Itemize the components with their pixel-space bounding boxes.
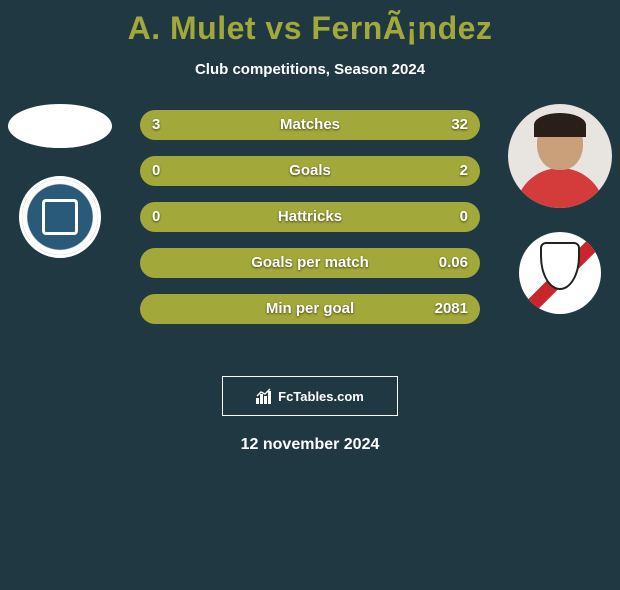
stat-right-value: 2081	[435, 294, 468, 324]
stat-row: 0 Goals 2	[140, 156, 480, 186]
left-club-badge	[19, 176, 101, 258]
stat-label: Goals per match	[140, 248, 480, 278]
stat-row: 3 Matches 32	[140, 110, 480, 140]
stat-label: Hattricks	[140, 202, 480, 232]
watermark: FcTables.com	[222, 376, 398, 416]
stat-right-value: 2	[460, 156, 468, 186]
page-title: A. Mulet vs FernÃ¡ndez	[0, 10, 620, 47]
right-player-avatar	[508, 104, 612, 208]
stat-bars: 3 Matches 32 0 Goals 2 0 Hattricks 0 Goa…	[140, 110, 480, 340]
stat-right-value: 0.06	[439, 248, 468, 278]
stat-row: 0 Hattricks 0	[140, 202, 480, 232]
stat-label: Goals	[140, 156, 480, 186]
stat-right-value: 32	[451, 110, 468, 140]
stat-row: Min per goal 2081	[140, 294, 480, 324]
stat-row: Goals per match 0.06	[140, 248, 480, 278]
subtitle: Club competitions, Season 2024	[0, 61, 620, 78]
left-player-column	[0, 110, 120, 258]
right-club-badge	[519, 232, 601, 314]
chart-icon	[256, 388, 274, 404]
stat-label: Matches	[140, 110, 480, 140]
right-player-column	[500, 110, 620, 314]
stat-right-value: 0	[460, 202, 468, 232]
stat-label: Min per goal	[140, 294, 480, 324]
left-player-avatar	[8, 104, 112, 148]
date-text: 12 november 2024	[0, 436, 620, 454]
watermark-text: FcTables.com	[278, 389, 364, 404]
comparison-content: 3 Matches 32 0 Goals 2 0 Hattricks 0 Goa…	[0, 110, 620, 360]
